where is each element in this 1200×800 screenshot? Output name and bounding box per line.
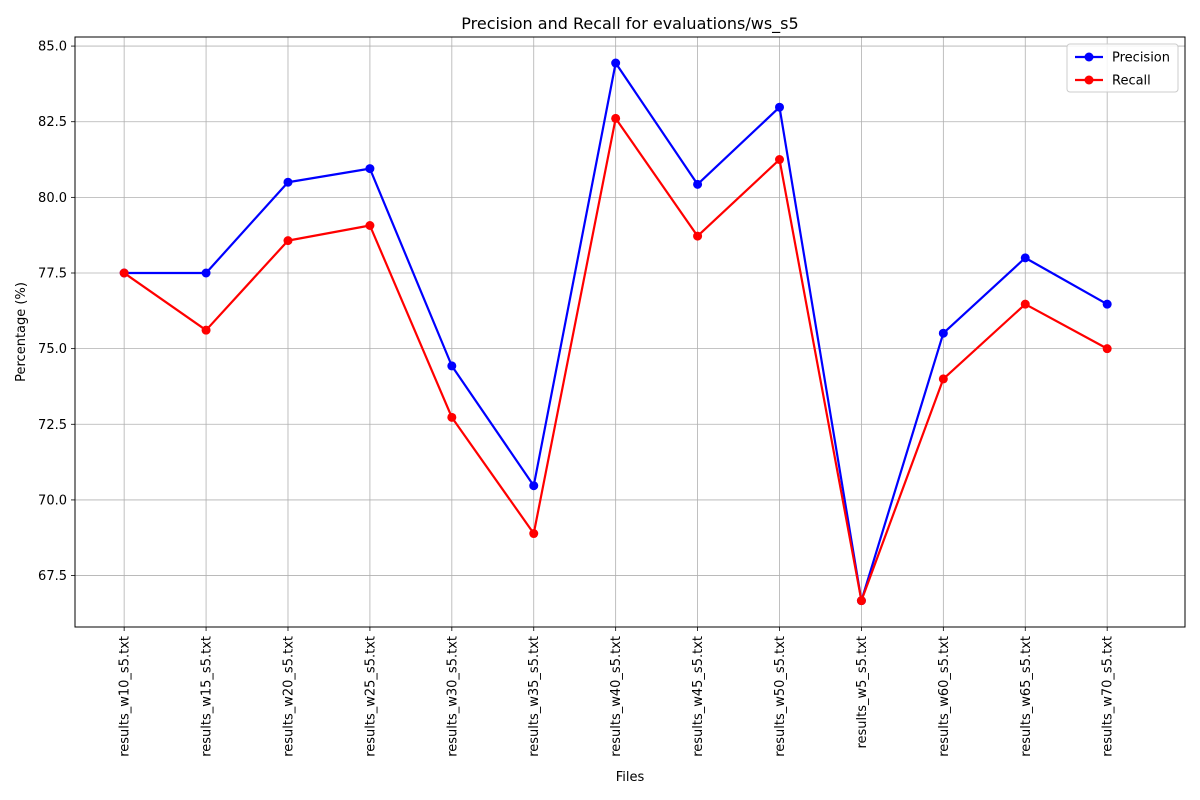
y-axis: 67.5 70.0 72.5 75.0 77.5 80.0 82.5 85.0: [38, 40, 75, 584]
y-tick-label: 70.0: [38, 493, 67, 508]
data-point-recall: [693, 231, 703, 241]
y-tick-label: 80.0: [38, 191, 67, 206]
data-point-recall: [938, 374, 948, 384]
legend-label: Recall: [1112, 74, 1151, 89]
x-tick-label: results_w15_s5.txt: [200, 636, 215, 757]
data-point-precision: [1020, 253, 1030, 263]
y-tick-label: 85.0: [38, 40, 67, 55]
legend-marker: [1084, 52, 1094, 62]
data-point-precision: [529, 481, 539, 491]
x-tick-label: results_w70_s5.txt: [1101, 636, 1116, 757]
data-point-recall: [201, 325, 211, 335]
data-point-precision: [938, 328, 948, 338]
data-point-precision: [693, 179, 703, 189]
legend-item-precision: Precision: [1075, 51, 1170, 66]
y-tick-label: 77.5: [38, 267, 67, 282]
x-axis-label: Files: [616, 770, 645, 785]
x-tick-label: results_w5_s5.txt: [855, 636, 870, 749]
data-point-precision: [447, 361, 457, 371]
plot-frame: [74, 36, 1186, 628]
y-tick-label: 67.5: [38, 569, 67, 584]
x-tick-label: results_w60_s5.txt: [937, 636, 952, 757]
legend-label: Precision: [1112, 51, 1170, 66]
data-point-precision: [283, 177, 293, 187]
x-tick-label: results_w50_s5.txt: [773, 636, 788, 757]
x-tick-label: results_w35_s5.txt: [527, 636, 542, 757]
data-point-precision: [365, 164, 375, 174]
chart-title: Precision and Recall for evaluations/ws_…: [461, 14, 798, 34]
y-tick-label: 82.5: [38, 115, 67, 130]
data-point-recall: [447, 412, 457, 422]
y-tick-label: 72.5: [38, 418, 67, 433]
x-tick-label: results_w65_s5.txt: [1019, 636, 1034, 757]
x-tick-label: results_w25_s5.txt: [363, 636, 378, 757]
data-point-recall: [775, 155, 785, 165]
data-point-recall: [119, 268, 129, 278]
data-point-recall: [365, 220, 375, 230]
data-point-recall: [283, 236, 293, 246]
x-tick-label: results_w10_s5.txt: [118, 636, 133, 757]
x-tick-label: results_w45_s5.txt: [691, 636, 706, 757]
series-recall: [119, 113, 1112, 606]
data-point-recall: [529, 529, 539, 539]
series-layer: [119, 58, 1112, 606]
y-axis-label: Percentage (%): [14, 282, 29, 382]
x-axis: results_w10_s5.txt results_w15_s5.txt resu…: [118, 627, 1116, 757]
y-tick-label: 75.0: [38, 342, 67, 357]
x-tick-label: results_w30_s5.txt: [445, 636, 460, 757]
legend-item-recall: Recall: [1075, 74, 1151, 89]
legend-marker: [1084, 75, 1094, 85]
data-point-recall: [1102, 344, 1112, 354]
legend: Precision Recall: [1066, 43, 1179, 93]
x-tick-label: results_w40_s5.txt: [609, 636, 624, 757]
data-point-precision: [1102, 299, 1112, 309]
x-tick-label: results_w20_s5.txt: [281, 636, 296, 757]
data-point-precision: [611, 58, 621, 68]
data-point-recall: [856, 596, 866, 606]
data-point-recall: [1020, 299, 1030, 309]
data-point-recall: [611, 113, 621, 123]
data-point-precision: [775, 102, 785, 112]
data-point-precision: [201, 268, 211, 278]
